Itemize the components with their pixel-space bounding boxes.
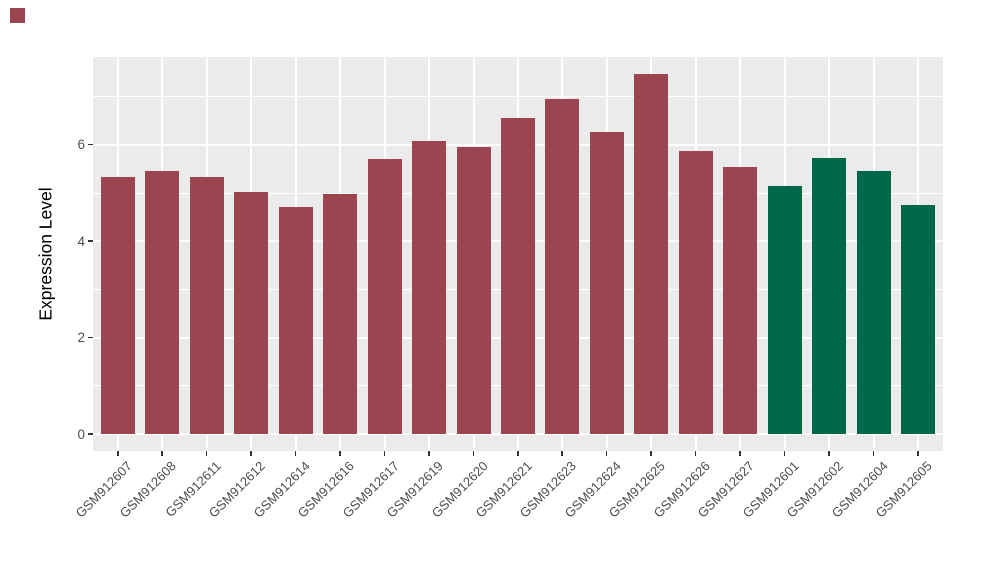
x-tick-mark [339,451,341,456]
y-tick-mark [88,433,93,435]
bar-GSM912625 [634,74,669,434]
bar-GSM912620 [456,146,491,434]
x-tick-mark [739,451,741,456]
x-tick-mark [161,451,163,456]
x-tick-mark [205,451,208,456]
x-tick-mark [783,451,786,456]
bar-GSM912604 [856,170,891,434]
y-tick-mark [88,336,93,339]
bar-GSM912611 [189,176,224,434]
bar-GSM912626 [678,150,713,434]
bar-GSM912601 [767,185,802,434]
x-tick-mark [428,451,430,456]
y-tick-label: 4 [77,233,85,249]
y-tick-label: 0 [77,426,85,442]
bar-GSM912616 [323,193,358,434]
bar-GSM912614 [278,207,313,434]
x-tick-mark [294,451,297,456]
bar-GSM912621 [501,118,535,434]
x-tick-mark [694,451,697,456]
x-tick-mark [472,451,475,456]
x-tick-mark [828,451,830,456]
y-tick-label: 2 [77,330,85,346]
bar-GSM912627 [723,166,758,434]
x-tick-mark [650,451,652,456]
x-tick-mark [872,451,875,456]
bar-GSM912624 [589,132,624,434]
bar-GSM912608 [145,171,180,434]
x-tick-label: GSM912605 [872,458,935,521]
bar-GSM912607 [101,177,135,434]
x-tick-mark [605,451,608,456]
bar-GSM912619 [412,140,447,434]
bar-GSM912605 [901,205,935,434]
top-left-red-mark [10,8,25,23]
y-tick-mark [88,143,93,146]
x-tick-mark [917,451,919,456]
x-tick-mark [517,451,519,456]
y-tick-label: 6 [77,137,85,153]
bar-GSM912612 [234,191,269,434]
x-tick-mark [561,451,563,456]
bar-GSM912602 [812,158,847,434]
x-tick-mark [117,451,119,456]
x-tick-mark [250,451,252,456]
x-tick-mark [383,451,386,456]
bar-GSM912617 [367,159,402,434]
bar-GSM912623 [545,99,580,434]
y-tick-mark [88,240,93,242]
y-axis-title: Expression Level [35,187,56,321]
